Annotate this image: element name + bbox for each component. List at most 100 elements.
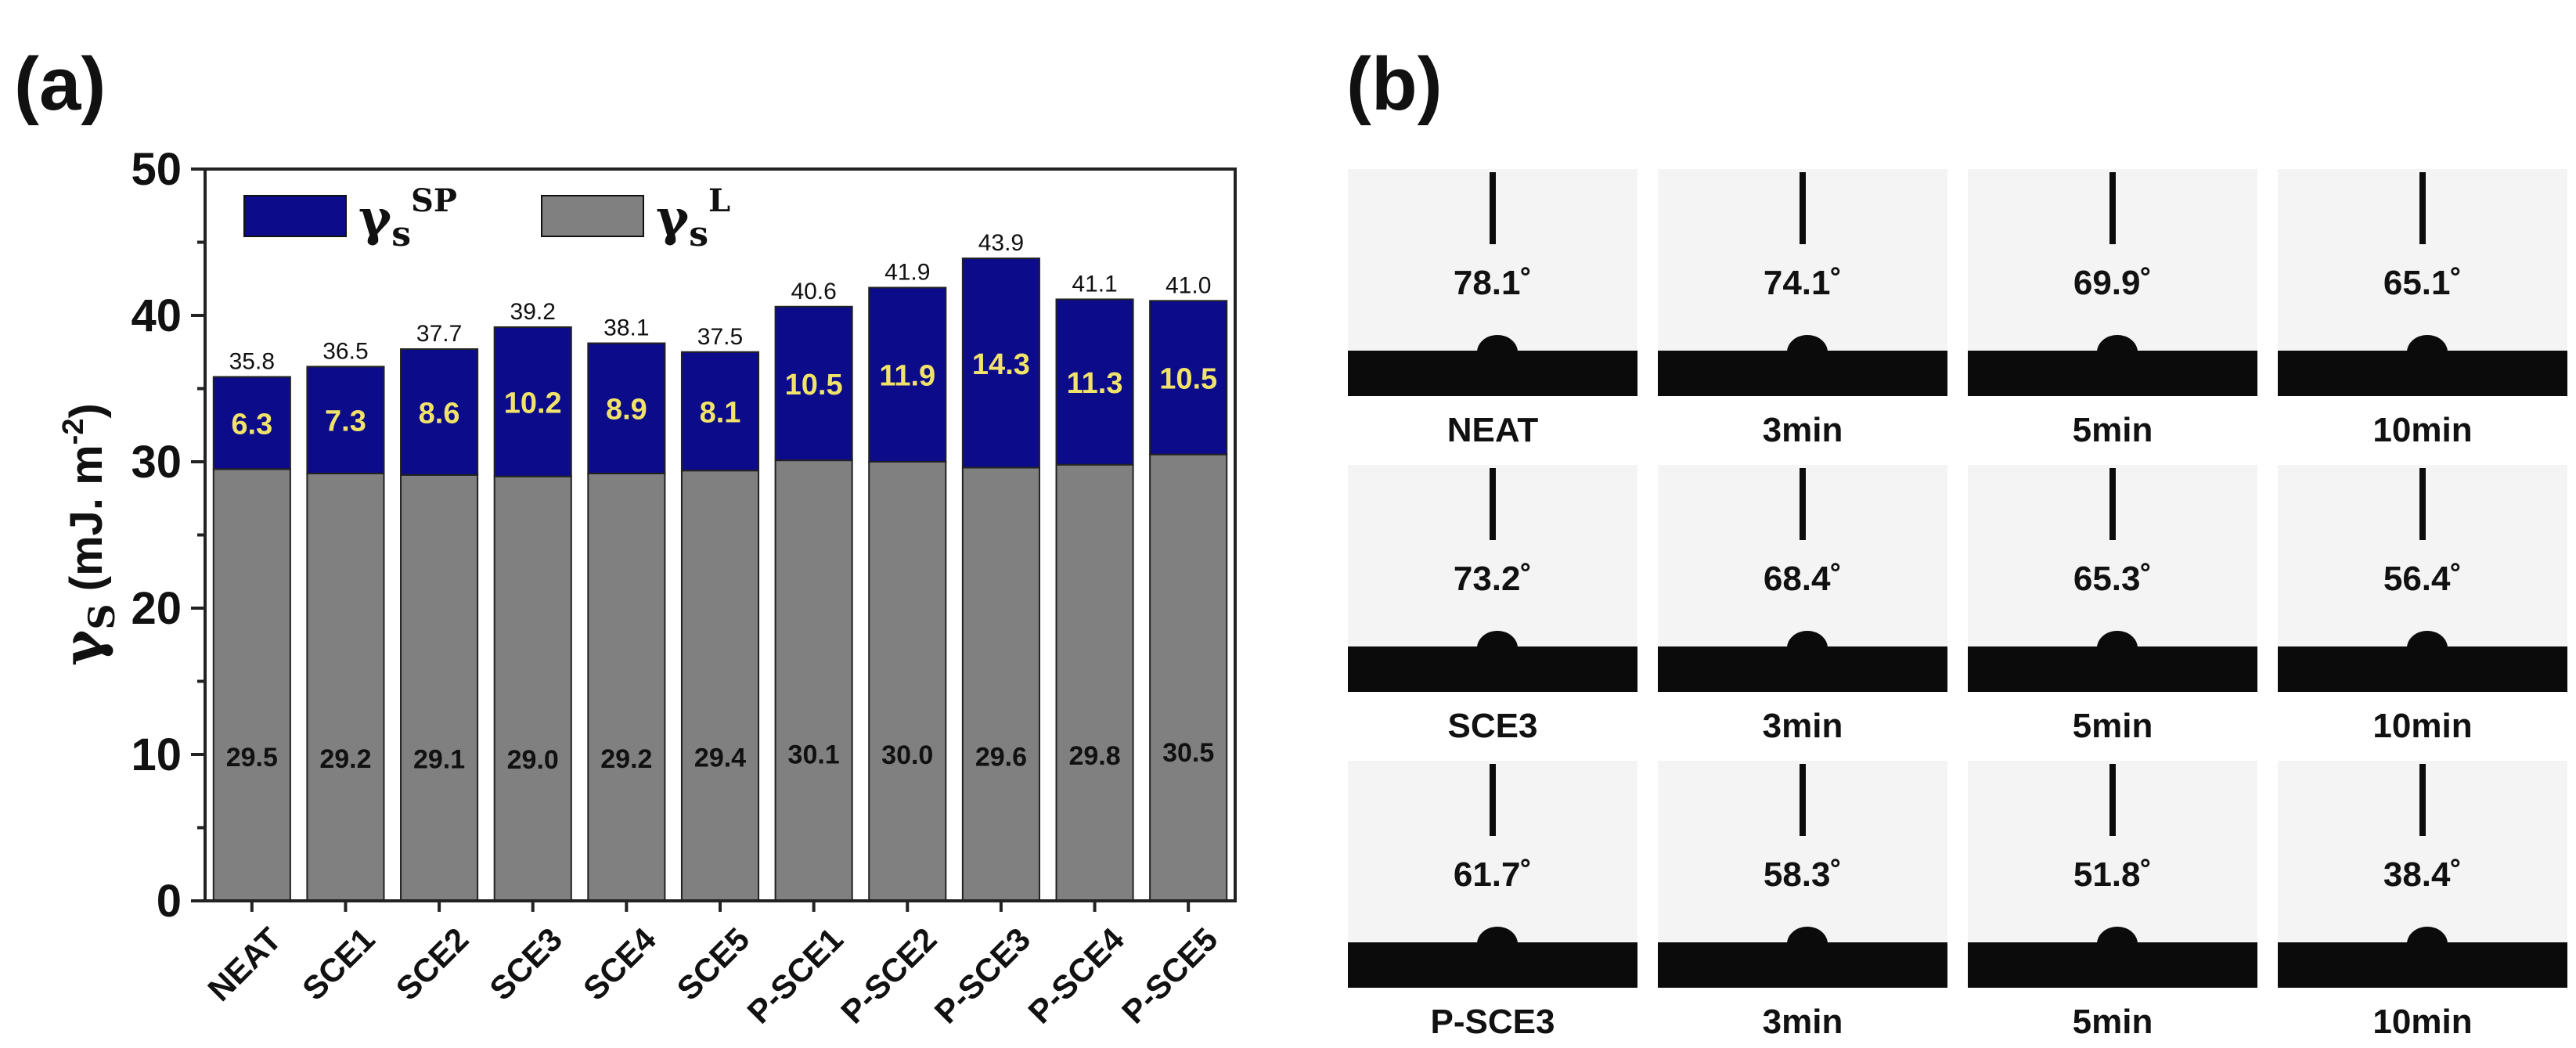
bar-sp-p-sce4	[1055, 298, 1134, 466]
l-value-label-p-sce1: 30.1	[788, 740, 840, 769]
ylabel-subscript: S	[81, 603, 123, 629]
y-tick-label-40: 40	[131, 290, 182, 341]
bars-layer	[212, 257, 1228, 902]
cell-caption: 10min	[2372, 707, 2472, 745]
contact-angle-cell-sce3-1: 68.4˚ 3min	[1658, 465, 1947, 745]
bar-sp-neat	[212, 376, 291, 470]
bar-l-sce4	[587, 472, 666, 902]
x-tick-label-neat: NEAT	[200, 920, 288, 1008]
droplet-icon	[2097, 927, 2138, 961]
l-value-label-sce2: 29.1	[413, 744, 465, 774]
total-label-p-sce5: 41.0	[1166, 272, 1211, 298]
bar-sp-p-sce5	[1149, 300, 1228, 456]
y-tick-label-50: 50	[131, 144, 182, 195]
total-label-sce3: 39.2	[510, 299, 556, 325]
bar-sp-sce3	[493, 326, 572, 477]
bar-l-p-sce4	[1055, 463, 1134, 902]
total-label-p-sce4: 41.1	[1072, 271, 1117, 297]
total-label-sce1: 36.5	[322, 338, 368, 364]
sp-value-label-p-sce4: 11.3	[1067, 367, 1123, 400]
cell-caption: 5min	[2073, 1003, 2153, 1041]
droplet-icon	[1787, 335, 1828, 369]
needle-icon	[1490, 468, 1496, 540]
bar-l-p-sce1	[774, 459, 853, 902]
bar-l-p-sce2	[868, 461, 947, 902]
ylabel-close: )	[61, 403, 112, 418]
l-value-label-sce5: 29.4	[694, 744, 746, 773]
legend-swatch-sp	[243, 195, 347, 237]
contact-angle-value: 65.1˚	[2383, 264, 2462, 302]
x-tick-label-p-sce1: P-SCE1	[740, 920, 850, 1031]
ylabel-exponent: -2	[57, 419, 90, 445]
droplet-icon	[1477, 631, 1518, 665]
bar-l-sce1	[306, 472, 385, 902]
cell-caption: 10min	[2372, 1003, 2472, 1041]
y-tick-label-0: 0	[157, 876, 182, 927]
l-value-label-p-sce2: 30.0	[881, 740, 933, 770]
contact-angle-value: 51.8˚	[2073, 855, 2152, 894]
total-label-p-sce1: 40.6	[791, 279, 836, 304]
contact-angle-value: 73.2˚	[1454, 560, 1532, 598]
total-label-neat: 35.8	[229, 349, 275, 375]
contact-angle-cell-p-sce3-1: 58.3˚ 3min	[1658, 761, 1947, 1041]
contact-angle-cell-p-sce3-2: 51.8˚ 5min	[1968, 761, 2257, 1041]
contact-angle-value: 58.3˚	[1764, 855, 1842, 894]
sp-value-label-p-sce3: 14.3	[972, 348, 1030, 381]
x-tick-label-sce4: SCE4	[576, 920, 663, 1007]
panel-b-label: (b)	[1346, 42, 1443, 126]
bar-sp-sce4	[587, 342, 666, 474]
droplet-icon	[2407, 631, 2448, 665]
cell-caption: 5min	[2073, 411, 2153, 449]
bar-sp-sce1	[306, 366, 385, 474]
x-tick-label-p-sce3: P-SCE3	[928, 920, 1038, 1031]
needle-icon	[2419, 764, 2426, 836]
droplet-icon	[1477, 335, 1518, 369]
total-label-p-sce3: 43.9	[978, 230, 1024, 256]
l-value-label-p-sce4: 29.8	[1068, 741, 1120, 771]
ylabel-units: (mJ. m	[61, 445, 112, 603]
l-value-label-sce1: 29.2	[319, 744, 371, 774]
sp-value-label-sce3: 10.2	[504, 387, 562, 420]
sp-value-label-p-sce2: 11.9	[879, 360, 935, 393]
contact-angle-cell-p-sce3-3: 38.4˚ 10min	[2278, 761, 2567, 1041]
x-tick-label-p-sce4: P-SCE4	[1021, 920, 1131, 1031]
bar-l-p-sce3	[961, 466, 1040, 902]
needle-icon	[1800, 468, 1806, 540]
total-label-sce4: 38.1	[603, 315, 649, 341]
bar-sp-sce2	[400, 348, 479, 476]
x-tick-label-sce2: SCE2	[389, 920, 476, 1007]
cell-caption: 3min	[1763, 707, 1843, 745]
sp-value-label-neat: 6.3	[231, 408, 272, 441]
needle-icon	[2109, 764, 2116, 836]
contact-angle-value: 38.4˚	[2383, 855, 2462, 894]
total-label-p-sce2: 41.9	[884, 259, 930, 285]
x-axis-ticks: NEAT SCE1 SCE2 SCE3 SCE4 SCE5P-SCE1P-SCE2P-SC…	[200, 901, 1225, 1031]
cell-caption: SCE3	[1448, 707, 1538, 745]
bar-sp-sce5	[680, 351, 760, 472]
sp-value-label-p-sce1: 10.5	[785, 369, 843, 402]
y-tick-label-10: 10	[131, 729, 182, 780]
contact-angle-value: 65.3˚	[2073, 560, 2152, 598]
needle-icon	[1490, 764, 1496, 836]
needle-icon	[2109, 468, 2116, 540]
bar-l-p-sce5	[1149, 453, 1228, 902]
panel-a-label: (a)	[14, 42, 106, 126]
y-tick-label-20: 20	[131, 583, 182, 634]
l-value-label-sce4: 29.2	[600, 744, 652, 774]
legend: γsSP γsL	[243, 182, 730, 254]
contact-angle-cell-sce3-0: 73.2˚ SCE3	[1348, 465, 1637, 745]
needle-icon	[1490, 172, 1496, 244]
bar-sp-p-sce3	[961, 257, 1040, 469]
needle-icon	[2419, 172, 2426, 244]
sp-value-label-sce1: 7.3	[325, 405, 366, 438]
y-axis-ticks: 0 10 20 30 40 50	[131, 144, 205, 927]
cell-caption: 10min	[2372, 411, 2472, 449]
bar-l-neat	[212, 468, 291, 902]
contact-angle-cell-sce3-2: 65.3˚ 5min	[1968, 465, 2257, 745]
contact-angle-value: 74.1˚	[1764, 264, 1842, 302]
bar-sp-p-sce2	[868, 286, 947, 463]
needle-icon	[1800, 764, 1806, 836]
contact-angle-cell-sce3-3: 56.4˚ 10min	[2278, 465, 2567, 745]
contact-angle-value: 78.1˚	[1454, 264, 1532, 302]
